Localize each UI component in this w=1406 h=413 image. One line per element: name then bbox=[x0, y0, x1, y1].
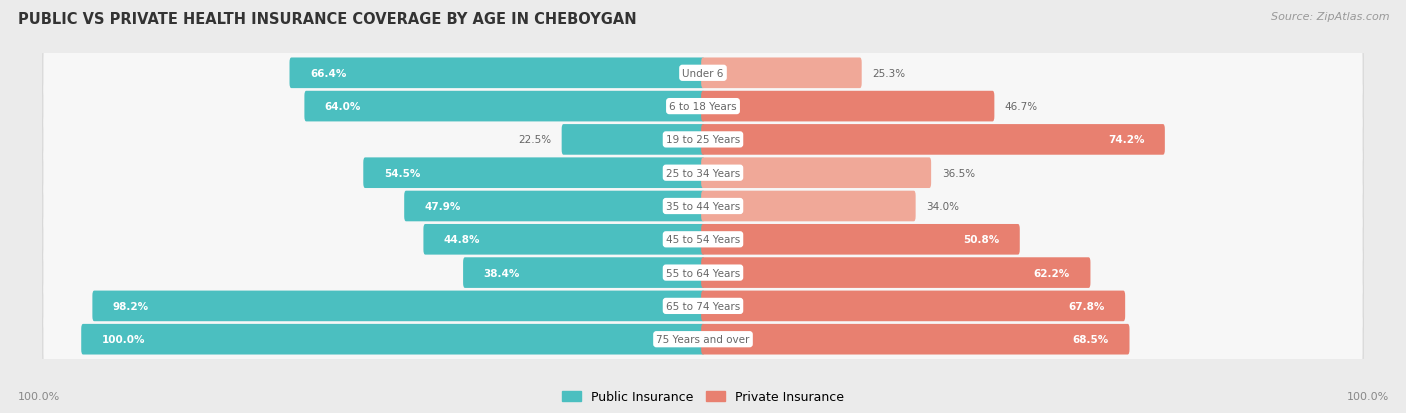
Text: 98.2%: 98.2% bbox=[112, 301, 149, 311]
FancyBboxPatch shape bbox=[702, 324, 1129, 355]
Text: 44.8%: 44.8% bbox=[444, 235, 481, 245]
FancyBboxPatch shape bbox=[702, 92, 994, 122]
Text: 64.0%: 64.0% bbox=[325, 102, 361, 112]
Text: PUBLIC VS PRIVATE HEALTH INSURANCE COVERAGE BY AGE IN CHEBOYGAN: PUBLIC VS PRIVATE HEALTH INSURANCE COVER… bbox=[18, 12, 637, 27]
FancyBboxPatch shape bbox=[42, 99, 1364, 181]
Text: 100.0%: 100.0% bbox=[101, 335, 145, 344]
Text: 22.5%: 22.5% bbox=[517, 135, 551, 145]
Text: 62.2%: 62.2% bbox=[1033, 268, 1070, 278]
FancyBboxPatch shape bbox=[42, 298, 1364, 381]
Text: 68.5%: 68.5% bbox=[1073, 335, 1109, 344]
FancyBboxPatch shape bbox=[82, 324, 704, 355]
FancyBboxPatch shape bbox=[42, 165, 1364, 248]
Text: 25.3%: 25.3% bbox=[872, 69, 905, 78]
Text: Under 6: Under 6 bbox=[682, 69, 724, 78]
Text: 19 to 25 Years: 19 to 25 Years bbox=[666, 135, 740, 145]
Text: 100.0%: 100.0% bbox=[18, 391, 60, 401]
FancyBboxPatch shape bbox=[463, 258, 704, 288]
Text: 45 to 54 Years: 45 to 54 Years bbox=[666, 235, 740, 245]
FancyBboxPatch shape bbox=[290, 58, 704, 89]
FancyBboxPatch shape bbox=[702, 125, 1164, 155]
FancyBboxPatch shape bbox=[42, 265, 1364, 347]
Text: 35 to 44 Years: 35 to 44 Years bbox=[666, 202, 740, 211]
Legend: Public Insurance, Private Insurance: Public Insurance, Private Insurance bbox=[557, 385, 849, 408]
FancyBboxPatch shape bbox=[702, 224, 1019, 255]
Text: 65 to 74 Years: 65 to 74 Years bbox=[666, 301, 740, 311]
Text: 67.8%: 67.8% bbox=[1069, 301, 1105, 311]
FancyBboxPatch shape bbox=[304, 92, 704, 122]
FancyBboxPatch shape bbox=[44, 103, 1362, 177]
Text: 34.0%: 34.0% bbox=[927, 202, 959, 211]
Text: 66.4%: 66.4% bbox=[309, 69, 346, 78]
FancyBboxPatch shape bbox=[702, 291, 1125, 321]
FancyBboxPatch shape bbox=[42, 66, 1364, 148]
FancyBboxPatch shape bbox=[93, 291, 704, 321]
FancyBboxPatch shape bbox=[44, 236, 1362, 310]
FancyBboxPatch shape bbox=[363, 158, 704, 189]
FancyBboxPatch shape bbox=[42, 32, 1364, 115]
FancyBboxPatch shape bbox=[702, 158, 931, 189]
FancyBboxPatch shape bbox=[404, 191, 704, 222]
FancyBboxPatch shape bbox=[44, 36, 1362, 111]
Text: 50.8%: 50.8% bbox=[963, 235, 1000, 245]
Text: 55 to 64 Years: 55 to 64 Years bbox=[666, 268, 740, 278]
FancyBboxPatch shape bbox=[702, 58, 862, 89]
Text: 75 Years and over: 75 Years and over bbox=[657, 335, 749, 344]
FancyBboxPatch shape bbox=[42, 198, 1364, 281]
FancyBboxPatch shape bbox=[44, 202, 1362, 277]
FancyBboxPatch shape bbox=[44, 302, 1362, 377]
FancyBboxPatch shape bbox=[42, 232, 1364, 314]
FancyBboxPatch shape bbox=[561, 125, 704, 155]
Text: 6 to 18 Years: 6 to 18 Years bbox=[669, 102, 737, 112]
FancyBboxPatch shape bbox=[702, 191, 915, 222]
FancyBboxPatch shape bbox=[42, 132, 1364, 215]
FancyBboxPatch shape bbox=[702, 258, 1091, 288]
Text: 46.7%: 46.7% bbox=[1005, 102, 1038, 112]
Text: 25 to 34 Years: 25 to 34 Years bbox=[666, 168, 740, 178]
FancyBboxPatch shape bbox=[44, 169, 1362, 244]
Text: 74.2%: 74.2% bbox=[1108, 135, 1144, 145]
Text: 100.0%: 100.0% bbox=[1347, 391, 1389, 401]
FancyBboxPatch shape bbox=[44, 70, 1362, 144]
Text: 47.9%: 47.9% bbox=[425, 202, 461, 211]
FancyBboxPatch shape bbox=[44, 269, 1362, 343]
Text: 36.5%: 36.5% bbox=[942, 168, 974, 178]
Text: 54.5%: 54.5% bbox=[384, 168, 420, 178]
Text: Source: ZipAtlas.com: Source: ZipAtlas.com bbox=[1271, 12, 1389, 22]
FancyBboxPatch shape bbox=[423, 224, 704, 255]
Text: 38.4%: 38.4% bbox=[484, 268, 520, 278]
FancyBboxPatch shape bbox=[44, 136, 1362, 211]
